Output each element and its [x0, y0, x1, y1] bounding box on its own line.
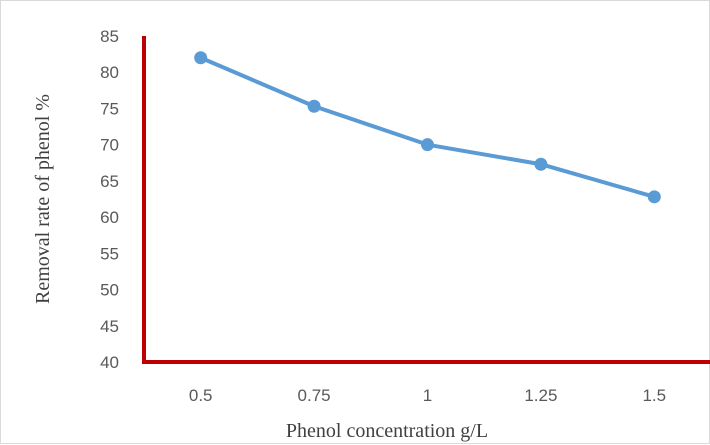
- x-tick-label: 1: [423, 386, 432, 405]
- series-line: [198, 55, 657, 199]
- data-point: [647, 190, 661, 204]
- x-axis-title: Phenol concentration g/L: [286, 420, 488, 442]
- x-tick-labels: 0.5 0.75 1 1.25 1.5: [189, 386, 666, 405]
- y-tick-label: 65: [100, 172, 119, 191]
- y-tick-label: 75: [100, 99, 119, 118]
- y-tick-label: 45: [100, 317, 119, 336]
- x-tick-label: 1.5: [642, 386, 666, 405]
- data-point: [534, 157, 548, 171]
- y-tick-label: 80: [100, 63, 119, 82]
- x-tick-label: 1.25: [524, 386, 557, 405]
- y-tick-label: 55: [100, 244, 119, 263]
- series-group: [194, 51, 661, 204]
- data-point: [307, 99, 321, 113]
- y-tick-label: 60: [100, 208, 119, 227]
- y-tick-label: 70: [100, 136, 119, 155]
- data-point: [421, 138, 434, 152]
- y-tick-label: 40: [100, 353, 119, 372]
- y-tick-label: 50: [100, 281, 119, 300]
- data-point: [194, 51, 208, 65]
- x-tick-label: 0.5: [189, 386, 213, 405]
- y-axis-title: Removal rate of phenol %: [32, 94, 54, 304]
- x-tick-label: 0.75: [298, 386, 331, 405]
- y-tick-labels: 40 45 50 55 60 65 70 75 80 85: [100, 27, 119, 372]
- y-tick-label: 85: [100, 27, 119, 46]
